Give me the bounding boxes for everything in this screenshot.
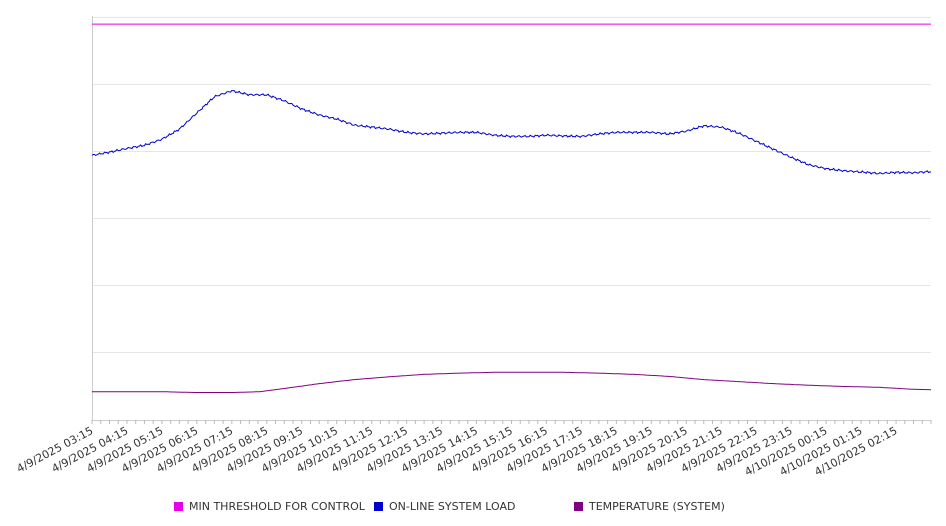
x-axis-tick-labels: 4/9/2025 03:154/9/2025 04:154/9/2025 05:…	[15, 424, 900, 478]
legend-label: TEMPERATURE (SYSTEM)	[589, 499, 725, 513]
legend-label: MIN THRESHOLD FOR CONTROL	[189, 499, 365, 513]
gridlines	[92, 17, 931, 421]
series-line-system-load	[91, 89, 932, 175]
legend-label: ON-LINE SYSTEM LOAD	[389, 499, 516, 513]
legend-item-temperature[interactable]: TEMPERATURE (SYSTEM)	[574, 498, 725, 514]
legend-item-system-load[interactable]: ON-LINE SYSTEM LOAD	[374, 498, 515, 514]
legend-item-min-threshold[interactable]: MIN THRESHOLD FOR CONTROL	[174, 498, 365, 514]
legend-swatch	[174, 501, 183, 511]
series-line-temperature	[92, 371, 931, 393]
legend-swatch	[374, 501, 383, 511]
legend: MIN THRESHOLD FOR CONTROL ON-LINE SYSTEM…	[174, 498, 874, 514]
legend-swatch	[574, 501, 583, 511]
series-lines	[91, 23, 932, 393]
x-axis-ticks	[91, 420, 932, 424]
